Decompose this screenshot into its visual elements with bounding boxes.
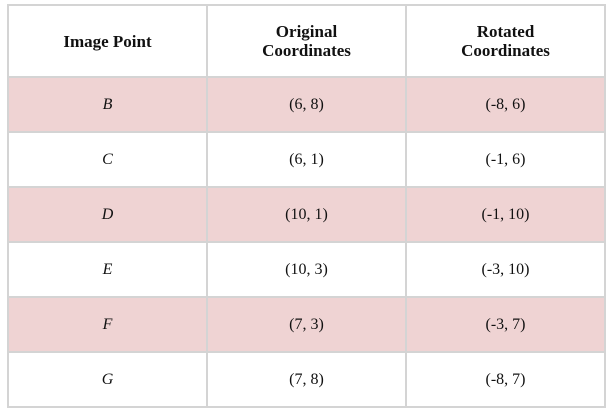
image-point: B	[7, 76, 208, 133]
coordinate-cell: (10, 1)	[206, 186, 407, 243]
header-text: Original Coordinates	[262, 22, 351, 60]
coordinate-cell: (6, 1)	[206, 131, 407, 188]
header-cell: Image Point	[7, 4, 208, 78]
image-point: C	[7, 131, 208, 188]
coordinate-cell: (-1, 10)	[405, 186, 606, 243]
header-row: Image Point Original Coordinates Rotated C…	[7, 4, 606, 78]
coordinate-cell: (-1, 6)	[405, 131, 606, 188]
image-point: E	[7, 241, 208, 298]
header-text: Rotated Coordinates	[461, 22, 550, 60]
table-header: Image Point Original Coordinates Rotated C…	[7, 4, 606, 78]
table-row: E (10, 3) (-3, 10)	[7, 241, 606, 298]
table-row: G (7, 8) (-8, 7)	[7, 351, 606, 408]
header-cell: Rotated Coordinates	[405, 4, 606, 78]
image-point: G	[7, 351, 208, 408]
coordinate-cell: (7, 8)	[206, 351, 407, 408]
table-row: B (6, 8) (-8, 6)	[7, 76, 606, 133]
coordinates-table: Image Point Original Coordinates Rotated C…	[7, 4, 606, 408]
table-body: B (6, 8) (-8, 6) C (6, 1) (-1, 6) D (10, 1) (-1,…	[7, 76, 606, 408]
header-text: Image Point	[63, 31, 152, 51]
image-point: D	[7, 186, 208, 243]
table-row: C (6, 1) (-1, 6)	[7, 131, 606, 188]
table-row: D (10, 1) (-1, 10)	[7, 186, 606, 243]
coordinate-cell: (-3, 7)	[405, 296, 606, 353]
coordinate-cell: (-3, 10)	[405, 241, 606, 298]
image-point: F	[7, 296, 208, 353]
coordinate-cell: (-8, 6)	[405, 76, 606, 133]
header-cell: Original Coordinates	[206, 4, 407, 78]
coordinate-cell: (-8, 7)	[405, 351, 606, 408]
coordinate-cell: (10, 3)	[206, 241, 407, 298]
coordinate-cell: (6, 8)	[206, 76, 407, 133]
table-row: F (7, 3) (-3, 7)	[7, 296, 606, 353]
coordinate-cell: (7, 3)	[206, 296, 407, 353]
